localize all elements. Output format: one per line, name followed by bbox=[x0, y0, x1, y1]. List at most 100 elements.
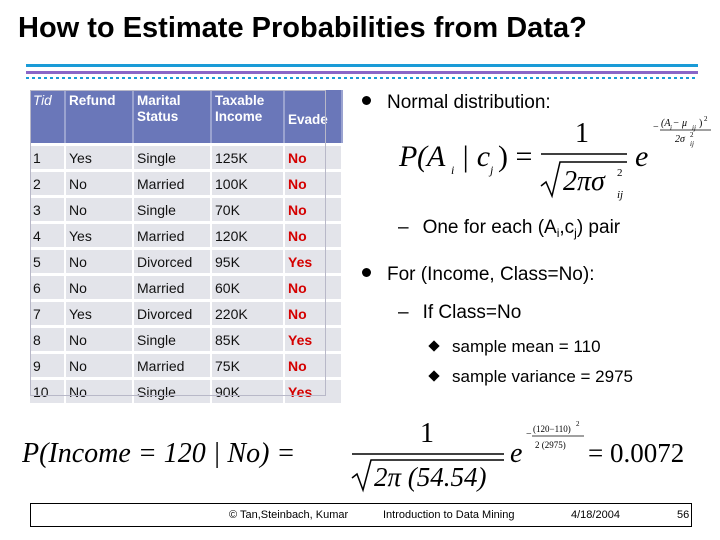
cell-evade: No bbox=[284, 169, 343, 197]
cell-evade: Yes bbox=[284, 247, 343, 275]
cell-refund: No bbox=[65, 195, 134, 223]
cell-marital: Single bbox=[133, 377, 212, 403]
header-tid: Tid bbox=[30, 90, 66, 145]
cell-refund: No bbox=[65, 377, 134, 403]
cell-evade: No bbox=[284, 273, 343, 301]
cell-marital: Single bbox=[133, 143, 212, 171]
cell-refund: Yes bbox=[65, 221, 134, 249]
formula1-exp-den: 2σ bbox=[675, 134, 686, 145]
formula2-e: e bbox=[510, 438, 522, 469]
cell-tid: 4 bbox=[30, 221, 66, 249]
cell-evade: No bbox=[284, 143, 343, 171]
formula1-P: P bbox=[398, 140, 417, 173]
cell-tid: 9 bbox=[30, 351, 66, 379]
cell-tid: 5 bbox=[30, 247, 66, 275]
cell-refund: Yes bbox=[65, 143, 134, 171]
cell-income: 120K bbox=[211, 221, 285, 249]
table-row: 9 No Married 75K No bbox=[30, 351, 343, 379]
cell-tid: 2 bbox=[30, 169, 66, 197]
formula1-A: (A bbox=[417, 140, 446, 173]
cell-tid: 10 bbox=[30, 377, 66, 403]
formula2-exp-den: 2 (2975) bbox=[535, 440, 566, 450]
table-row: 7 Yes Divorced 220K No bbox=[30, 299, 343, 327]
subsub-sample-mean: sample mean = 110 bbox=[428, 337, 601, 357]
table-row: 4 Yes Married 120K No bbox=[30, 221, 343, 249]
formula1-sqrt-sign bbox=[540, 161, 627, 199]
formula1-exp-minus: − bbox=[653, 122, 659, 133]
formula2-exp-num-sq: 2 bbox=[576, 420, 580, 428]
formula2-numerator: 1 bbox=[420, 418, 434, 449]
table-row: 6 No Married 60K No bbox=[30, 273, 343, 301]
cell-tid: 8 bbox=[30, 325, 66, 353]
income-probability-formula: P(Income = 120 | No) = 1 2π (54.54) e − … bbox=[22, 418, 684, 493]
cell-tid: 6 bbox=[30, 273, 66, 301]
bullet-dot-icon bbox=[362, 96, 371, 106]
bullet-for-income: For (Income, Class=No): bbox=[362, 264, 594, 286]
formula1-sub-i: i bbox=[451, 163, 454, 177]
title-rule-dotted bbox=[26, 77, 698, 79]
header-marital-status: Marital Status bbox=[133, 90, 212, 145]
cell-income: 125K bbox=[211, 143, 285, 171]
formula1-sub-j: j bbox=[488, 163, 494, 177]
cell-marital: Married bbox=[133, 221, 212, 249]
cell-marital: Married bbox=[133, 351, 212, 379]
diamond-bullet-icon bbox=[428, 339, 440, 352]
cell-marital: Single bbox=[133, 325, 212, 353]
formula1-bar-c: | c bbox=[461, 140, 490, 173]
cell-income: 95K bbox=[211, 247, 285, 275]
formula1-exp-den-ij: ij bbox=[690, 140, 694, 148]
formula2-lhs: P(Income = 120 | No) = bbox=[22, 438, 295, 469]
cell-evade: No bbox=[284, 195, 343, 223]
formula1-exp-num-close: ) bbox=[699, 118, 702, 129]
bullet-normal-distribution: Normal distribution: bbox=[362, 92, 551, 114]
table-row: 5 No Divorced 95K Yes bbox=[30, 247, 343, 275]
cell-evade: Yes bbox=[284, 325, 343, 353]
cell-evade: No bbox=[284, 221, 343, 249]
subbullet-one-for-each: – One for each (Ai,cj) pair bbox=[398, 217, 621, 240]
cell-marital: Single bbox=[133, 195, 212, 223]
cell-marital: Divorced bbox=[133, 247, 212, 275]
cell-tid: 1 bbox=[30, 143, 66, 171]
cell-refund: No bbox=[65, 247, 134, 275]
cell-evade: No bbox=[284, 351, 343, 379]
footer-date: 4/18/2004 bbox=[571, 509, 620, 521]
cell-income: 85K bbox=[211, 325, 285, 353]
subsub-sample-variance: sample variance = 2975 bbox=[428, 367, 633, 387]
title-rule-purple bbox=[26, 71, 698, 74]
formula2-sqrt-sign bbox=[351, 459, 504, 493]
formula2-denominator: 2π (54.54) bbox=[374, 462, 487, 492]
cell-income: 100K bbox=[211, 169, 285, 197]
table-row: 10 No Single 90K Yes bbox=[30, 377, 343, 403]
formula1-close-eq: ) = bbox=[498, 140, 532, 173]
cell-refund: No bbox=[65, 351, 134, 379]
footer-page-number: 56 bbox=[677, 509, 690, 521]
formula1-exp-num: (A − μ bbox=[661, 118, 687, 129]
formula1-exp-num-ij: ij bbox=[692, 124, 696, 132]
cell-refund: No bbox=[65, 273, 134, 301]
formula1-e: e bbox=[635, 140, 648, 173]
header-evade: Evade bbox=[284, 90, 343, 145]
table-row: 3 No Single 70K No bbox=[30, 195, 343, 223]
cell-income: 70K bbox=[211, 195, 285, 223]
formula1-exp-num-i: i bbox=[670, 124, 672, 132]
cell-evade: Yes bbox=[284, 377, 343, 403]
formula1-denominator: 2πσ bbox=[563, 166, 606, 197]
formula1-exp-num-sq: 2 bbox=[704, 115, 708, 123]
cell-marital: Married bbox=[133, 169, 212, 197]
formula1-numerator: 1 bbox=[575, 118, 589, 149]
cell-marital: Divorced bbox=[133, 299, 212, 327]
footer-course: Introduction to Data Mining bbox=[383, 509, 515, 521]
formula1-den-sq: 2 bbox=[617, 167, 623, 179]
normal-density-formula: P (A i | c j ) = 1 2πσ 2 ij e − (A − μ i… bbox=[398, 115, 711, 201]
formula1-den-ij: ij bbox=[617, 189, 623, 201]
table-row: 1 Yes Single 125K No bbox=[30, 143, 343, 171]
slide-footer: © Tan,Steinbach, Kumar Introduction to D… bbox=[30, 503, 692, 527]
cell-income: 220K bbox=[211, 299, 285, 327]
cell-income: 75K bbox=[211, 351, 285, 379]
cell-evade: No bbox=[284, 299, 343, 327]
bullet-dot-icon bbox=[362, 268, 371, 278]
table-header-row: Tid Refund Marital Status Taxable Income E… bbox=[30, 90, 343, 145]
table-row: 8 No Single 85K Yes bbox=[30, 325, 343, 353]
header-refund: Refund bbox=[65, 90, 134, 145]
dash-icon: – bbox=[398, 217, 409, 238]
